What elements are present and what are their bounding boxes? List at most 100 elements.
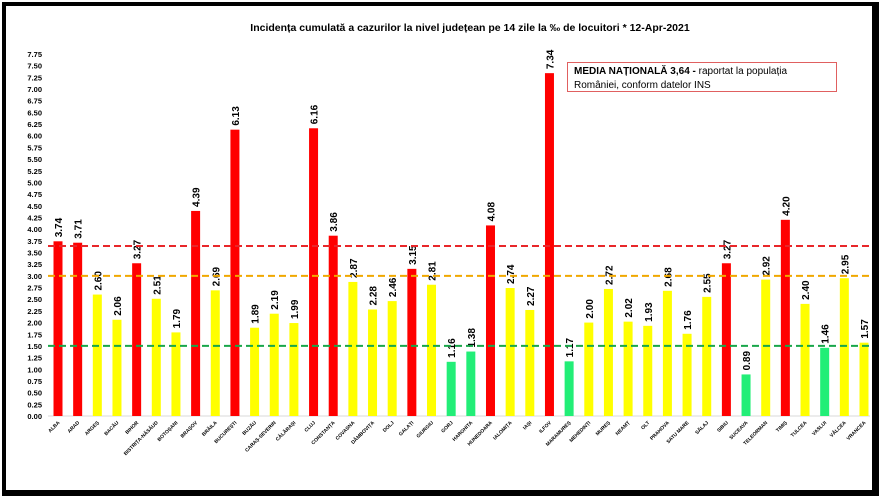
bar [446, 361, 456, 416]
y-tick-label: 7.50 [27, 62, 42, 71]
y-tick-label: 0.75 [27, 377, 42, 386]
x-tick-label: TULCEA [790, 420, 809, 439]
x-tick-label: BRĂILA [200, 419, 219, 438]
bar [132, 263, 142, 416]
data-label: 1.79 [172, 308, 183, 328]
x-tick-label: VASLUI [811, 420, 828, 437]
bar [564, 361, 574, 416]
bar [269, 313, 279, 416]
bar [662, 290, 672, 416]
data-label: 1.57 [860, 319, 871, 339]
y-tick-label: 2.25 [27, 307, 42, 316]
bar [643, 325, 653, 416]
x-tick-label: TIMIȘ [775, 420, 789, 434]
y-tick-label: 7.00 [27, 85, 42, 94]
x-tick-label: MEHEDINȚI [569, 420, 593, 444]
bar [485, 225, 495, 416]
data-label: 0.89 [742, 351, 753, 371]
x-tick-label: SĂLAJ [694, 419, 711, 436]
bar [348, 281, 358, 416]
y-tick-label: 2.75 [27, 284, 42, 293]
x-tick-label: DOLJ [382, 420, 396, 434]
x-tick-label: VRANCEA [846, 420, 868, 442]
data-label: 1.76 [683, 310, 694, 330]
y-tick-label: 1.25 [27, 354, 42, 363]
x-tick-label: ILFOV [538, 420, 553, 435]
y-tick-label: 4.25 [27, 213, 42, 222]
note-bold: MEDIA NAȚIONALĂ 3,64 - [574, 66, 696, 77]
y-tick-label: 7.25 [27, 73, 42, 82]
bar [407, 268, 417, 416]
y-tick-label: 1.50 [27, 342, 42, 351]
x-tick-label: VÂLCEA [828, 419, 848, 439]
bar [466, 351, 476, 416]
data-label: 2.27 [526, 286, 537, 306]
bar [289, 323, 299, 416]
data-label: 6.13 [231, 106, 242, 126]
data-label: 4.39 [192, 187, 203, 207]
x-tick-label: SIBIU [716, 420, 730, 434]
x-tick-label: ALBA [47, 420, 61, 434]
data-label: 3.71 [74, 219, 85, 239]
bar [112, 319, 122, 416]
y-tick-label: 5.75 [27, 143, 42, 152]
bar [92, 294, 102, 416]
data-label: 2.02 [624, 298, 635, 318]
bars: 3.74 ALBA 3.71 ARAD 2.60 ARGEȘ 2.06 BACĂU 3.27 BI… [47, 49, 871, 457]
data-label: 7.34 [545, 49, 556, 69]
bar [800, 303, 810, 416]
x-tick-label: GORJ [440, 420, 454, 434]
x-tick-label: OLT [640, 420, 651, 431]
data-label: 2.51 [152, 275, 163, 295]
data-label: 1.16 [447, 338, 458, 358]
x-tick-label: IAȘI [522, 420, 534, 432]
x-tick-label: GIURGIU [416, 420, 436, 440]
x-tick-label: BUZĂU [241, 419, 259, 437]
y-tick-label: 0.50 [27, 389, 42, 398]
y-tick-label: 2.50 [27, 295, 42, 304]
y-tick-label: 4.00 [27, 225, 42, 234]
x-tick-label: ARAD [67, 420, 82, 435]
data-label: 2.92 [762, 256, 773, 276]
bar [584, 322, 594, 416]
data-label: 1.46 [821, 324, 832, 344]
data-label: 2.55 [703, 273, 714, 293]
x-tick-label: CLUJ [303, 420, 317, 434]
data-label: 3.86 [329, 212, 340, 232]
bar [741, 374, 751, 416]
data-label: 2.28 [369, 286, 380, 306]
bar [839, 278, 849, 416]
data-label: 2.60 [93, 271, 104, 291]
data-label: 4.20 [781, 196, 792, 216]
y-tick-label: 4.50 [27, 202, 42, 211]
bar [505, 288, 515, 416]
national-average-note: MEDIA NAȚIONALĂ 3,64 - raportat la popul… [567, 62, 837, 92]
y-tick-label: 1.00 [27, 365, 42, 374]
bar [682, 333, 692, 416]
x-tick-label: ARGEȘ [84, 420, 101, 437]
x-tick-label: BACĂU [103, 419, 121, 437]
bar [761, 279, 771, 416]
y-tick-label: 6.25 [27, 120, 42, 129]
y-tick-label: 2.00 [27, 319, 42, 328]
y-tick-label: 4.75 [27, 190, 42, 199]
data-label: 3.15 [408, 245, 419, 265]
x-tick-label: BIHOR [124, 420, 140, 436]
bar [250, 327, 260, 416]
y-tick-label: 6.75 [27, 97, 42, 106]
bar [780, 219, 790, 416]
data-label: 2.00 [585, 299, 596, 319]
bar [368, 309, 378, 416]
bar [603, 288, 613, 416]
y-tick-label: 0.25 [27, 400, 42, 409]
bar [53, 241, 63, 416]
y-tick-label: 3.50 [27, 249, 42, 258]
data-label: 2.81 [428, 261, 439, 281]
bar [210, 290, 220, 416]
data-label: 6.16 [310, 104, 321, 124]
x-tick-label: BISTRIȚA-NĂSĂUD [122, 419, 160, 457]
y-tick-label: 1.75 [27, 330, 42, 339]
x-tick-label: CĂLĂRAȘI [274, 419, 298, 443]
y-tick-label: 5.00 [27, 178, 42, 187]
